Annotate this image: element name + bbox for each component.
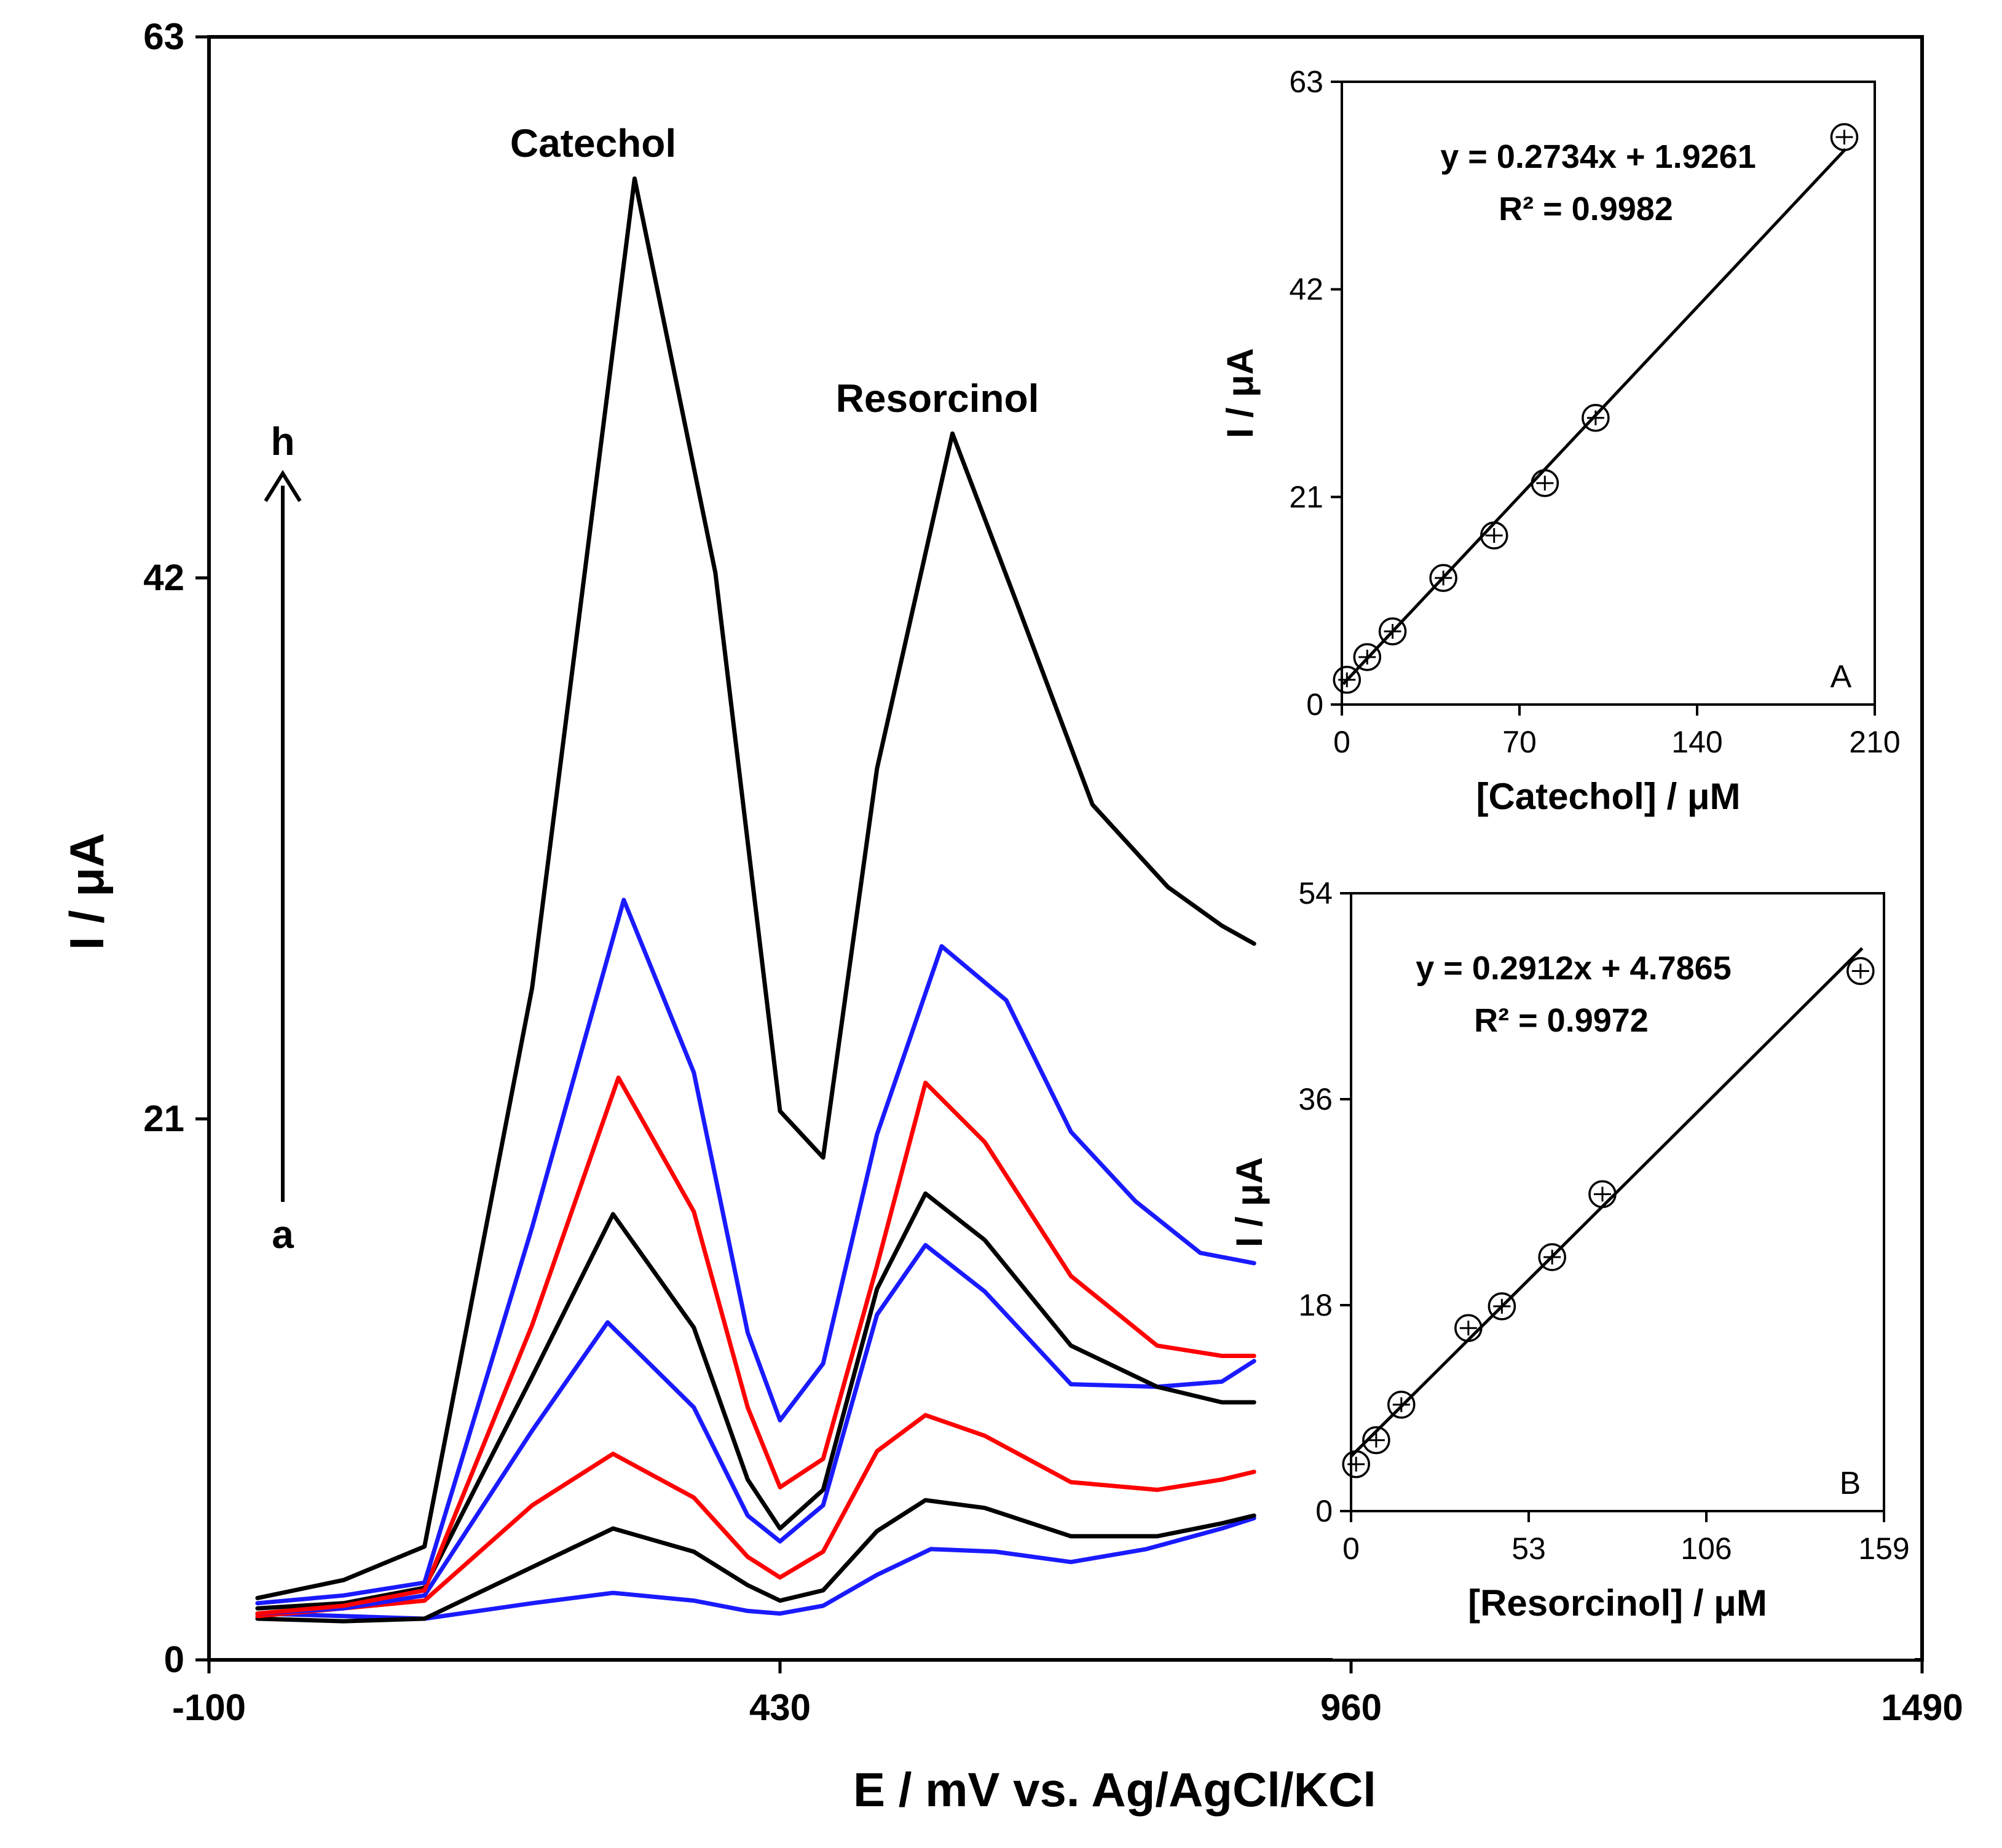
inset-a-calibration-plot: 0 70 140 210 0 21 42 63 [Catechol] / μM I / μA y =…: [1220, 45, 1905, 852]
inset-a-regression-line: [1342, 148, 1847, 685]
inset-a-data-point: [1429, 564, 1457, 592]
main-plot-frame: [207, 35, 1924, 1662]
inset-b-x-tick-label: 106: [1681, 1531, 1732, 1566]
inset-a-x-tick-label: 0: [1333, 725, 1350, 759]
main-y-tick-label: 21: [143, 1098, 184, 1139]
main-x-tick-label: -100: [172, 1687, 246, 1728]
inset-a-x-tick-label: 140: [1671, 725, 1722, 759]
voltammogram-curve-f: [255, 1075, 1256, 1616]
main-x-axis-label: E / mV vs. Ag/AgCl/KCl: [853, 1763, 1376, 1817]
inset-b-x-tick-label: 159: [1858, 1531, 1909, 1566]
inset-b-calibration-plot: 0 53 106 159 0 18 36 54 [Resorcinol] / μM I / μA y…: [1229, 856, 1915, 1659]
main-y-tick-label: 42: [143, 557, 184, 598]
main-x-tick-label: 430: [749, 1687, 811, 1728]
main-x-tick-label: 1490: [1881, 1687, 1963, 1728]
inset-b-data-point: [1454, 1314, 1483, 1342]
inset-a-x-tick-label: 210: [1849, 725, 1900, 759]
inset-b-data-point: [1846, 957, 1875, 985]
main-x-tick-label: 960: [1320, 1687, 1382, 1728]
voltammogram-curve-c: [255, 1413, 1256, 1619]
inset-a-y-tick-label: 21: [1289, 480, 1323, 514]
inset-b-frame: [1350, 892, 1885, 1512]
inset-b-x-tick-label: 0: [1342, 1531, 1360, 1566]
arrow-start-label-a: a: [272, 1212, 294, 1257]
inset-a-y-tick-label: 0: [1306, 687, 1323, 722]
main-y-tick-label: 0: [164, 1639, 184, 1680]
arrow-end-label-h: h: [270, 419, 294, 464]
inset-a-data-point: [1582, 403, 1610, 432]
inset-a-panel-letter: A: [1831, 659, 1852, 695]
inset-a-frame: [1341, 81, 1876, 706]
inset-b-y-axis-label: I / μA: [1229, 1157, 1270, 1247]
voltammogram-curve-d: [255, 1242, 1256, 1616]
voltammogram-curve-a: [255, 1516, 1256, 1621]
inset-a-data-point: [1531, 469, 1559, 497]
main-y-axis-label: I / μA: [60, 833, 114, 950]
inset-b-panel-letter: B: [1840, 1466, 1861, 1501]
inset-a-data-point: [1378, 617, 1407, 646]
inset-b-data-point: [1342, 1450, 1370, 1479]
catechol-peak-label: Catechol: [510, 121, 676, 165]
inset-a-data-point: [1830, 123, 1859, 151]
main-voltammogram-plot: -100 430 960 1490 0 21 42 63 E / mV vs. Ag/AgCl/…: [60, 16, 1963, 1817]
inset-b-y-tick-label: 18: [1298, 1288, 1333, 1322]
inset-b-r-squared: R² = 0.9972: [1474, 1002, 1649, 1039]
voltammogram-curve-b: [255, 1498, 1256, 1624]
inset-b-x-axis-label: [Resorcinol] / μM: [1468, 1582, 1767, 1624]
inset-a-r-squared: R² = 0.9982: [1499, 191, 1673, 227]
inset-b-y-tick-label: 54: [1298, 876, 1333, 910]
inset-b-data-point: [1538, 1243, 1566, 1271]
inset-b-background: [1333, 856, 1915, 1659]
inset-b-x-tick-label: 53: [1511, 1531, 1546, 1566]
inset-a-background: [1323, 45, 1905, 852]
resorcinol-peak-label: Resorcinol: [836, 376, 1039, 421]
main-y-tick-label: 63: [143, 16, 184, 57]
inset-a-regression-equation: y = 0.2734x + 1.9261: [1440, 138, 1756, 175]
inset-a-y-tick-label: 63: [1289, 65, 1323, 99]
inset-b-data-point: [1588, 1180, 1617, 1209]
inset-a-x-tick-label: 70: [1502, 725, 1537, 759]
inset-b-regression-equation: y = 0.2912x + 4.7865: [1416, 950, 1731, 987]
inset-a-data-point: [1333, 666, 1362, 694]
inset-a-y-axis-label: I / μA: [1220, 348, 1261, 438]
voltammogram-curve-g: [255, 898, 1256, 1606]
voltammogram-curve-h: [255, 176, 1256, 1600]
inset-a-x-axis-label: [Catechol] / μM: [1476, 776, 1740, 817]
inset-b-data-point: [1387, 1391, 1416, 1419]
inset-b-data-point: [1362, 1426, 1390, 1455]
inset-b-y-tick-label: 36: [1298, 1082, 1333, 1116]
inset-a-data-point: [1480, 521, 1508, 550]
inset-a-data-point: [1353, 643, 1382, 671]
increase-arrow-head: [264, 470, 302, 502]
inset-a-y-tick-label: 42: [1289, 272, 1323, 307]
voltammogram-curve-e: [255, 1191, 1256, 1611]
inset-b-regression-line: [1350, 947, 1864, 1458]
inset-b-y-tick-label: 0: [1315, 1494, 1333, 1528]
inset-b-data-point: [1488, 1292, 1516, 1321]
